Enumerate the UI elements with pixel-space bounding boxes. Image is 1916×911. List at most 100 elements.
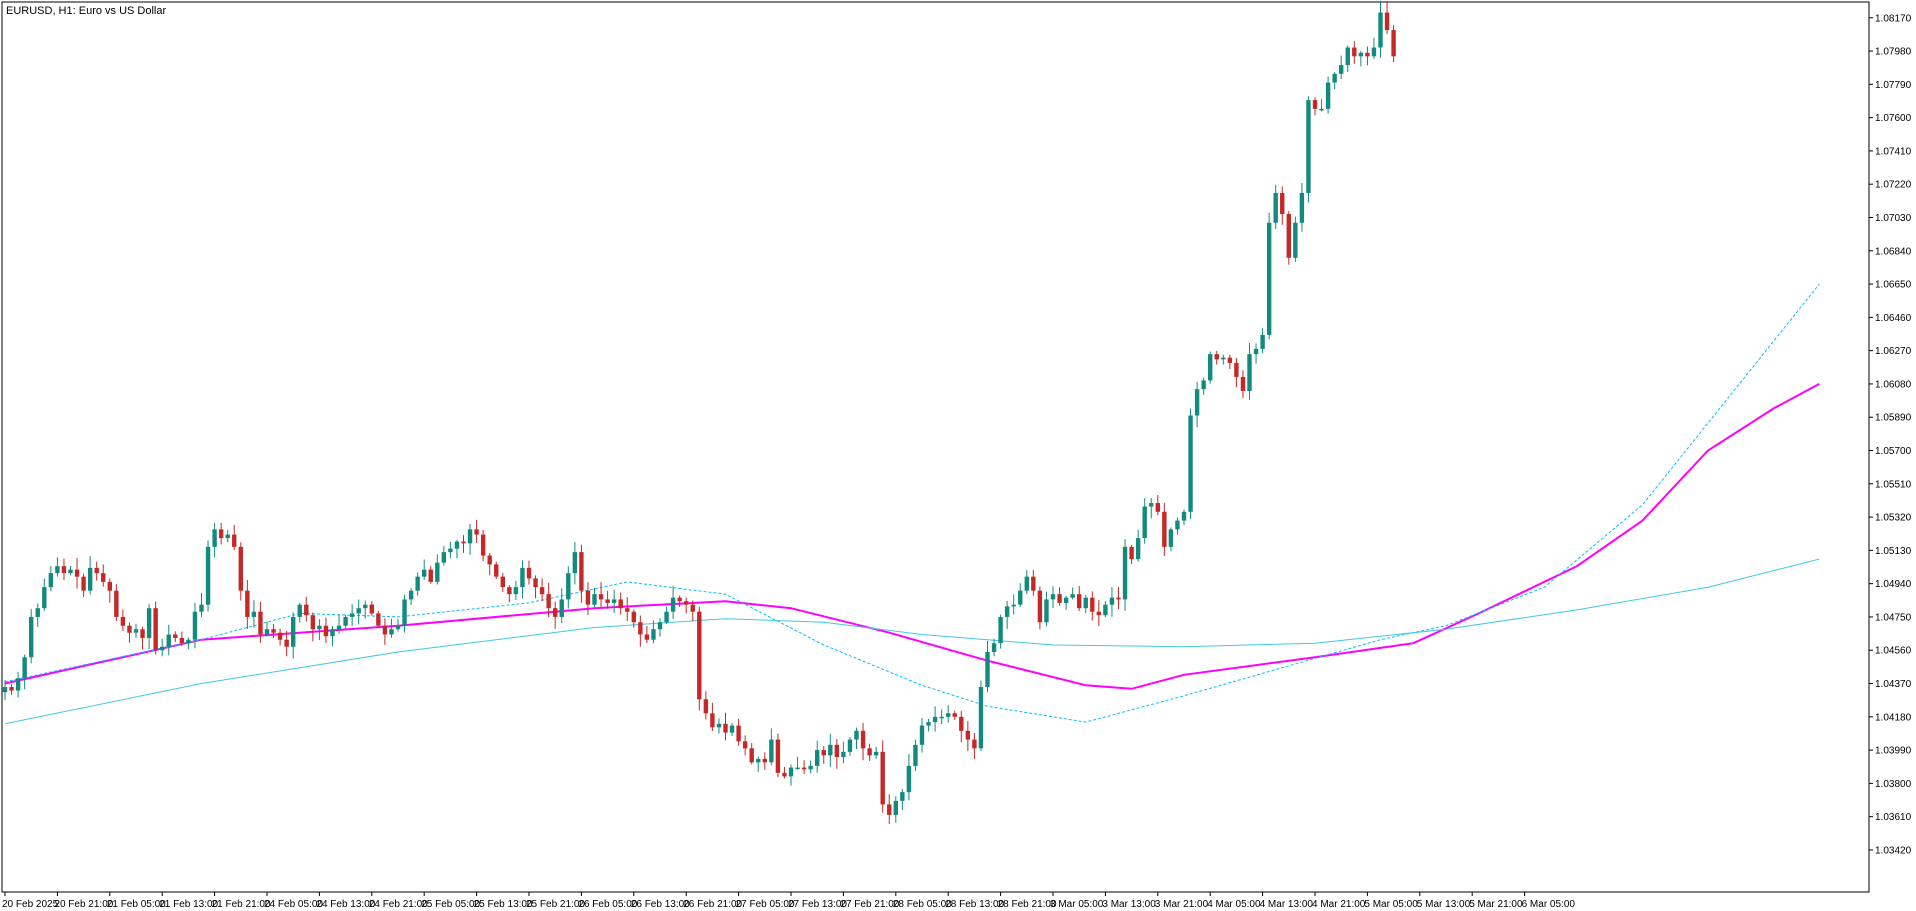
candle[interactable]	[1227, 354, 1233, 369]
candle[interactable]	[900, 788, 905, 811]
candle[interactable]	[1050, 586, 1056, 609]
candle[interactable]	[1371, 37, 1377, 59]
candle[interactable]	[736, 718, 741, 746]
candle[interactable]	[395, 618, 401, 632]
candle[interactable]	[153, 601, 158, 655]
candle[interactable]	[94, 561, 99, 581]
candle[interactable]	[500, 572, 505, 593]
candle[interactable]	[467, 524, 473, 555]
candle[interactable]	[860, 722, 866, 761]
candle[interactable]	[867, 743, 872, 761]
candle[interactable]	[1096, 599, 1102, 627]
candle[interactable]	[1024, 570, 1029, 595]
candle[interactable]	[946, 705, 951, 723]
candle[interactable]	[251, 600, 257, 628]
candle[interactable]	[140, 626, 145, 650]
candle[interactable]	[631, 609, 636, 628]
candle[interactable]	[605, 590, 610, 609]
candle[interactable]	[1149, 498, 1154, 519]
candle[interactable]	[1044, 591, 1049, 627]
candle[interactable]	[1319, 99, 1324, 112]
candle[interactable]	[1391, 25, 1396, 63]
candle[interactable]	[232, 525, 237, 550]
candle[interactable]	[114, 584, 119, 622]
candle[interactable]	[127, 622, 132, 643]
candle[interactable]	[1280, 186, 1285, 225]
candle[interactable]	[657, 618, 663, 637]
candle[interactable]	[670, 585, 676, 619]
candle[interactable]	[101, 564, 106, 587]
candle[interactable]	[218, 522, 224, 545]
candle[interactable]	[1266, 212, 1272, 340]
candle[interactable]	[1162, 502, 1167, 557]
candle[interactable]	[160, 638, 165, 657]
candle[interactable]	[618, 592, 623, 615]
candle[interactable]	[566, 566, 571, 609]
candle[interactable]	[828, 733, 833, 768]
candle[interactable]	[120, 609, 126, 631]
candle[interactable]	[363, 600, 368, 619]
candle[interactable]	[297, 602, 302, 623]
candle[interactable]	[205, 540, 211, 612]
candle[interactable]	[1299, 183, 1305, 232]
candle[interactable]	[710, 702, 715, 731]
candle[interactable]	[245, 579, 250, 629]
candle[interactable]	[991, 638, 997, 657]
candle[interactable]	[775, 733, 781, 777]
candle[interactable]	[664, 606, 669, 625]
candle[interactable]	[742, 735, 748, 756]
candle[interactable]	[212, 522, 217, 558]
candle[interactable]	[55, 557, 60, 577]
candle[interactable]	[1234, 357, 1239, 388]
candle[interactable]	[533, 575, 538, 599]
candle[interactable]	[271, 624, 276, 639]
candle[interactable]	[179, 631, 185, 646]
candle[interactable]	[356, 599, 361, 625]
candle[interactable]	[965, 721, 971, 752]
candle[interactable]	[133, 623, 139, 639]
candle[interactable]	[1083, 594, 1088, 614]
candle[interactable]	[782, 767, 787, 779]
candle[interactable]	[1135, 529, 1141, 562]
candle[interactable]	[35, 603, 40, 627]
candle[interactable]	[815, 740, 820, 773]
candle[interactable]	[15, 671, 21, 698]
candle[interactable]	[81, 573, 86, 598]
candle[interactable]	[716, 718, 722, 734]
candle[interactable]	[336, 614, 342, 634]
candle[interactable]	[304, 596, 309, 622]
candle[interactable]	[1031, 569, 1036, 596]
candle[interactable]	[402, 594, 407, 633]
candle[interactable]	[1142, 498, 1147, 544]
candle[interactable]	[749, 743, 754, 765]
candle[interactable]	[873, 746, 879, 759]
candle[interactable]	[317, 619, 322, 641]
candle[interactable]	[644, 625, 650, 644]
candle[interactable]	[546, 582, 551, 618]
candle[interactable]	[1306, 96, 1311, 203]
candle[interactable]	[1175, 517, 1180, 535]
candle[interactable]	[277, 628, 283, 646]
candle[interactable]	[887, 794, 892, 825]
candle[interactable]	[2, 680, 8, 700]
candle[interactable]	[48, 566, 54, 592]
candle[interactable]	[906, 753, 912, 801]
candle[interactable]	[1214, 350, 1219, 365]
candle[interactable]	[978, 680, 984, 751]
candle[interactable]	[107, 578, 112, 603]
candle[interactable]	[199, 592, 204, 617]
candle[interactable]	[585, 582, 591, 616]
candle[interactable]	[952, 710, 957, 721]
candle[interactable]	[146, 603, 152, 650]
candle[interactable]	[1365, 46, 1370, 66]
candle[interactable]	[1293, 216, 1298, 262]
candle[interactable]	[428, 566, 433, 584]
candle[interactable]	[474, 520, 479, 544]
candle[interactable]	[1070, 587, 1075, 600]
candle[interactable]	[1181, 509, 1187, 526]
candle[interactable]	[310, 612, 316, 642]
candle[interactable]	[834, 739, 840, 769]
candle[interactable]	[507, 585, 512, 603]
candle[interactable]	[192, 602, 198, 649]
